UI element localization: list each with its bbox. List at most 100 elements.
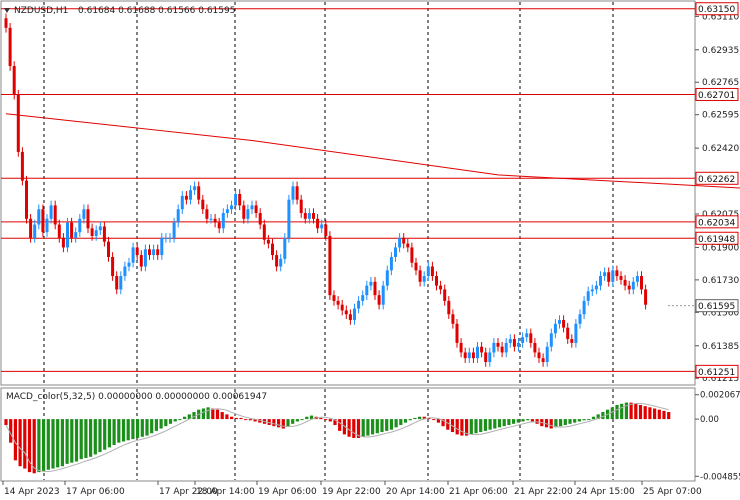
macd-bar-25 — [121, 419, 126, 442]
candle-body-123 — [508, 339, 512, 343]
macd-bar-43 — [206, 407, 210, 420]
candle-body-93 — [385, 270, 389, 286]
price-tick-label-0: 0.63110 — [702, 12, 739, 22]
time-tick-label-10: 25 Apr 07:00 — [643, 487, 702, 497]
price-tick-label-6: 0.61900 — [702, 243, 739, 253]
candle-body-31 — [131, 247, 135, 263]
candle-body-137 — [566, 327, 570, 340]
candle-body-90 — [373, 281, 377, 296]
level-label-box-1 — [695, 87, 739, 101]
horizontal-level-lines[interactable] — [1, 8, 695, 372]
candle-body-43 — [180, 195, 184, 210]
macd-bar-74 — [352, 419, 356, 438]
candle-body-97 — [402, 237, 406, 244]
price-tick-label-7: 0.61730 — [702, 276, 739, 286]
macd-bar-15 — [74, 419, 79, 462]
candle-body-114 — [471, 352, 475, 359]
candle-body-140 — [578, 314, 582, 324]
macd-bar-19 — [93, 419, 97, 455]
candle-body-154 — [635, 276, 639, 282]
macd-bar-5 — [27, 419, 32, 473]
candle-body-150 — [619, 276, 623, 280]
chart-header: NZDUSD,H1 0.61684 0.61688 0.61566 0.6159… — [4, 6, 235, 16]
candle-body-136 — [562, 319, 566, 328]
candle-body-39 — [164, 237, 168, 239]
candle-body-87 — [361, 295, 365, 301]
macd-panel[interactable]: 0.0020671 0.00 -0.004855 MACD_color(5,32,5… — [0, 387, 740, 482]
macd-bar-34 — [164, 419, 168, 427]
macd-bar-36 — [173, 419, 177, 422]
candle-body-110 — [455, 323, 459, 343]
price-tick-label-10: 0.61215 — [702, 374, 739, 384]
macd-bar-65 — [309, 415, 314, 420]
macd-bar-91 — [432, 419, 436, 421]
candle-body-29 — [123, 266, 127, 277]
macd-bar-87 — [413, 417, 417, 420]
moving-average — [5, 113, 740, 189]
macd-bar-127 — [601, 412, 605, 420]
time-tick-label-5: 19 Apr 22:00 — [322, 487, 381, 497]
macd-bar-22 — [107, 419, 111, 448]
candle-body-46 — [193, 186, 197, 191]
candle-body-58 — [242, 205, 246, 219]
candle-body-139 — [574, 323, 578, 343]
candle-body-65 — [271, 243, 274, 256]
macd-bar-94 — [446, 419, 450, 430]
macd-bar-60 — [286, 419, 290, 427]
candle-body-6 — [29, 218, 33, 238]
candle-body-142 — [586, 291, 590, 301]
level-label-box-4 — [695, 231, 739, 245]
candle-body-45 — [189, 190, 192, 200]
macd-bar-126 — [596, 414, 600, 420]
macd-bar-71 — [338, 419, 342, 431]
macd-bar-32 — [154, 419, 158, 431]
macd-bar-84 — [399, 419, 403, 425]
price-panel[interactable]: 0.63110 0.62935 0.62765 0.62595 0.62420 0.620… — [0, 0, 740, 386]
macd-bar-31 — [150, 419, 154, 434]
macd-bar-133 — [629, 402, 633, 420]
candle-body-20 — [86, 209, 90, 229]
macd-bar-125 — [591, 416, 596, 420]
level-label-0.61251: 0.61251 — [698, 368, 735, 378]
macd-tick-label-2: -0.004855 — [700, 472, 740, 482]
candle-body-85 — [353, 308, 356, 320]
candle-body-129 — [533, 342, 537, 353]
macd-bar-2 — [13, 419, 17, 461]
current-price-box — [695, 299, 739, 313]
candle-body-133 — [549, 333, 553, 347]
candle-body-22 — [94, 230, 98, 236]
candle-body-94 — [389, 256, 393, 271]
macd-bar-51 — [244, 419, 248, 421]
candle-body-84 — [348, 314, 352, 320]
candle-body-33 — [139, 255, 143, 267]
candle-body-81 — [336, 300, 340, 305]
candle-body-53 — [221, 213, 225, 229]
macd-bar-64 — [305, 416, 309, 420]
level-label-0.61948: 0.61948 — [698, 235, 735, 245]
candle-body-115 — [476, 346, 479, 359]
macd-bar-8 — [42, 419, 46, 471]
macd-bar-106 — [502, 419, 506, 427]
collapse-triangle-icon[interactable] — [4, 8, 10, 13]
candle-body-52 — [217, 222, 221, 229]
candle-body-60 — [250, 205, 254, 210]
macd-bar-3 — [18, 419, 22, 467]
candle-body-132 — [545, 346, 549, 362]
level-label-0.62262: 0.62262 — [698, 175, 735, 185]
time-tick-label-8: 21 Apr 22:00 — [514, 487, 573, 497]
macd-bar-67 — [319, 417, 323, 420]
macd-bar-132 — [624, 402, 628, 420]
level-label-box-5 — [695, 364, 739, 378]
candle-body-83 — [344, 310, 348, 315]
macd-bar-99 — [469, 419, 473, 435]
level-label-0.63150: 0.63150 — [698, 5, 735, 15]
price-tick-label-4: 0.62420 — [702, 144, 739, 154]
candle-body-35 — [148, 249, 151, 256]
candle-body-47 — [197, 186, 201, 200]
macd-axis: 0.0020671 0.00 -0.004855 — [695, 391, 740, 482]
candle-body-17 — [74, 232, 78, 238]
macd-bar-17 — [84, 419, 88, 458]
macd-bar-82 — [389, 419, 393, 430]
macd-bar-27 — [131, 419, 135, 440]
